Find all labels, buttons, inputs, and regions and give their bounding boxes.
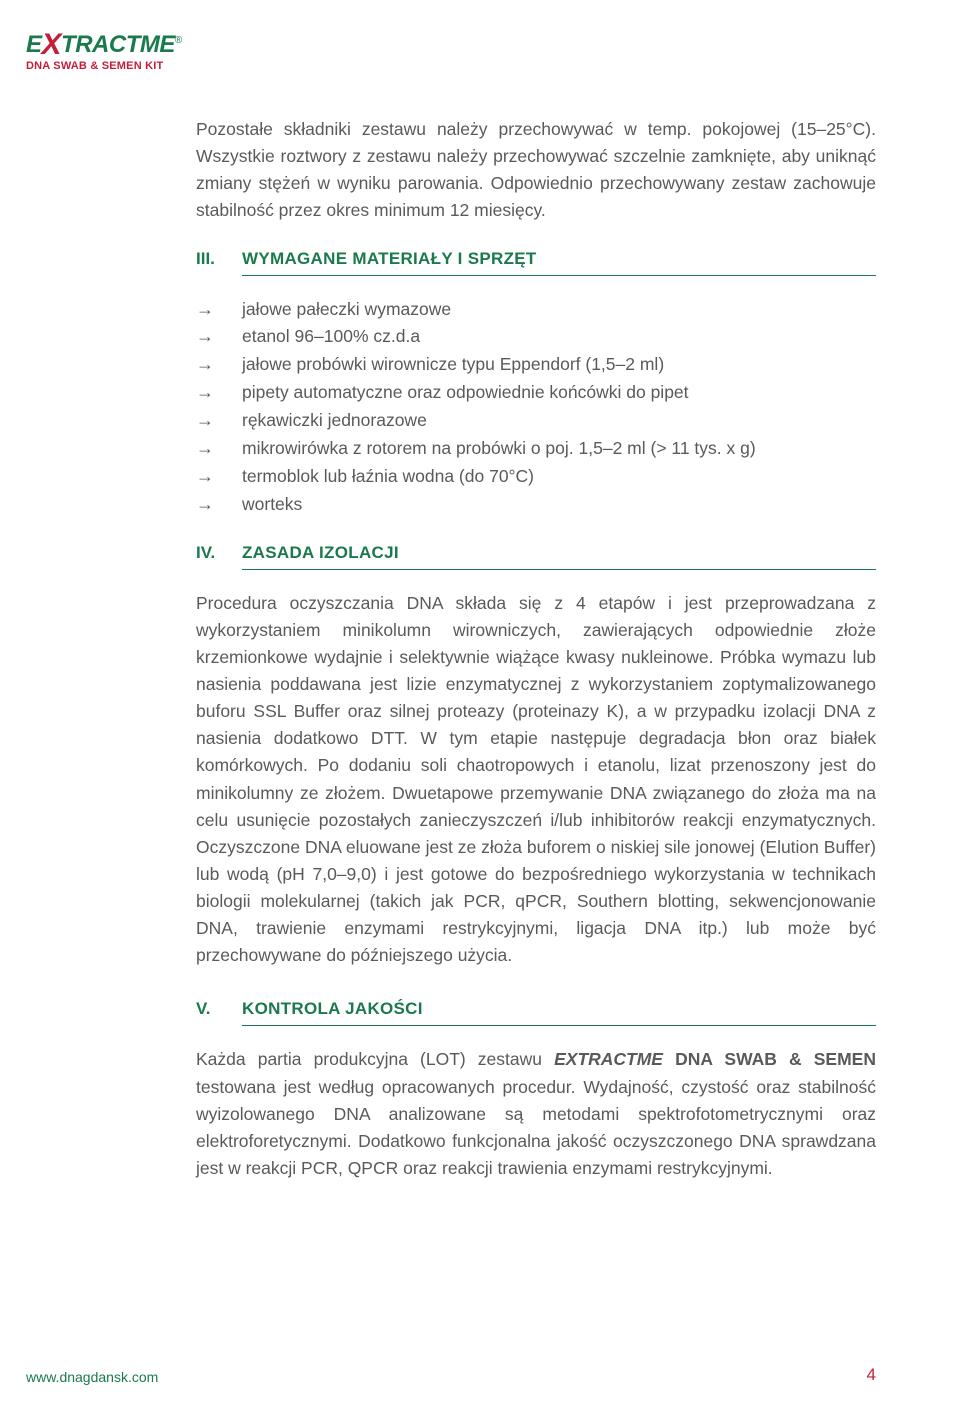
section-3-title: WYMAGANE MATERIAŁY I SPRZĘT xyxy=(242,249,537,269)
logo-reg: ® xyxy=(175,35,182,46)
list-item-text: jałowe probówki wirownicze typu Eppendor… xyxy=(242,351,664,378)
logo-prefix: E xyxy=(26,31,42,58)
arrow-icon: → xyxy=(196,323,242,351)
list-item: →etanol 96–100% cz.d.a xyxy=(196,323,876,351)
list-item-text: pipety automatyczne oraz odpowiednie koń… xyxy=(242,379,689,406)
list-item-text: rękawiczki jednorazowe xyxy=(242,407,427,434)
logo-main: EXTRACTME® xyxy=(26,28,182,62)
logo-subtitle: DNA SWAB & SEMEN KIT xyxy=(26,60,182,72)
logo-suffix: TRACTME xyxy=(61,31,175,58)
s5-brand-suffix: DNA SWAB & SEMEN xyxy=(663,1049,876,1069)
list-item: →termoblok lub łaźnia wodna (do 70°C) xyxy=(196,463,876,491)
s5-prefix: Każda partia produkcyjna (LOT) zestawu xyxy=(196,1049,554,1069)
list-item: →worteks xyxy=(196,491,876,519)
arrow-icon: → xyxy=(196,296,242,324)
section-3-num: III. xyxy=(196,249,242,269)
footer-url: www.dnagdansk.com xyxy=(26,1369,158,1385)
materials-list: →jałowe pałeczki wymazowe →etanol 96–100… xyxy=(242,296,876,519)
list-item: →pipety automatyczne oraz odpowiednie ko… xyxy=(196,379,876,407)
arrow-icon: → xyxy=(196,407,242,435)
section-5-paragraph: Każda partia produkcyjna (LOT) zestawu E… xyxy=(196,1046,876,1182)
arrow-icon: → xyxy=(196,491,242,519)
section-3-rule xyxy=(242,275,876,276)
list-item: →mikrowirówka z rotorem na probówki o po… xyxy=(196,435,876,463)
section-5-rule xyxy=(242,1025,876,1026)
list-item-text: worteks xyxy=(242,491,302,518)
arrow-icon: → xyxy=(196,379,242,407)
list-item-text: termoblok lub łaźnia wodna (do 70°C) xyxy=(242,463,534,490)
logo-x: X xyxy=(42,28,62,61)
section-5-title: KONTROLA JAKOŚCI xyxy=(242,999,423,1019)
section-4-rule xyxy=(242,569,876,570)
list-item: →rękawiczki jednorazowe xyxy=(196,407,876,435)
section-4-num: IV. xyxy=(196,543,242,563)
section-3-head: III. WYMAGANE MATERIAŁY I SPRZĘT xyxy=(196,249,876,269)
section-4-head: IV. ZASADA IZOLACJI xyxy=(196,543,876,563)
s5-suffix: testowana jest według opracowanych proce… xyxy=(196,1077,876,1178)
arrow-icon: → xyxy=(196,463,242,491)
list-item: →jałowe pałeczki wymazowe xyxy=(196,296,876,324)
arrow-icon: → xyxy=(196,435,242,463)
intro-paragraph: Pozostałe składniki zestawu należy przec… xyxy=(196,116,876,225)
list-item-text: mikrowirówka z rotorem na probówki o poj… xyxy=(242,435,756,462)
brand-logo: EXTRACTME® DNA SWAB & SEMEN KIT xyxy=(26,28,182,72)
section-5-num: V. xyxy=(196,999,242,1019)
footer-page-number: 4 xyxy=(867,1365,876,1385)
list-item-text: jałowe pałeczki wymazowe xyxy=(242,296,451,323)
arrow-icon: → xyxy=(196,351,242,379)
list-item-text: etanol 96–100% cz.d.a xyxy=(242,323,420,350)
page-content: Pozostałe składniki zestawu należy przec… xyxy=(196,116,876,1182)
list-item: →jałowe probówki wirownicze typu Eppendo… xyxy=(196,351,876,379)
section-5-head: V. KONTROLA JAKOŚCI xyxy=(196,999,876,1019)
s5-brand: EXTRACTME xyxy=(554,1049,663,1069)
section-4-title: ZASADA IZOLACJI xyxy=(242,543,399,563)
section-4-paragraph: Procedura oczyszczania DNA składa się z … xyxy=(196,590,876,970)
